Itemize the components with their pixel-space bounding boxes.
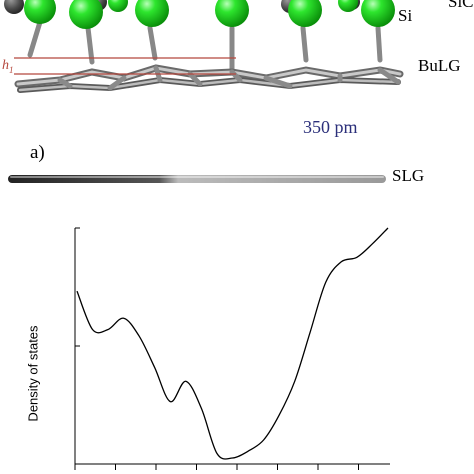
label-sic: SiC (448, 0, 474, 11)
x-ticks (74, 464, 359, 470)
si-atom (108, 0, 128, 12)
dos-series-line (76, 227, 389, 460)
annotation-350pm: 350 pm (303, 117, 358, 137)
label-h1-sub: 1 (9, 64, 14, 75)
y-ticks (75, 227, 80, 465)
y-axis-label: Density of states (25, 325, 41, 422)
label-si: Si (398, 6, 413, 25)
label-bulg: BuLG (418, 56, 461, 75)
si-atom (338, 0, 358, 12)
si-atom (24, 0, 56, 24)
si-atom (135, 0, 169, 27)
si-atom (361, 0, 395, 27)
bulg-layer (14, 64, 404, 93)
bulg-structure (4, 0, 404, 93)
panel-label-a: a) (30, 142, 45, 163)
si-atom (69, 0, 103, 29)
h1-marker-lines (14, 57, 236, 75)
sic-atom-dark (4, 0, 24, 14)
label-h1-main: h (2, 58, 9, 73)
si-atom (215, 0, 249, 27)
si-bonds (27, 19, 383, 73)
slg-sheet (8, 175, 386, 183)
label-h1: h1 (2, 58, 14, 75)
dos-chart (74, 227, 390, 470)
si-atom (288, 0, 322, 27)
label-slg: SLG (392, 166, 425, 185)
